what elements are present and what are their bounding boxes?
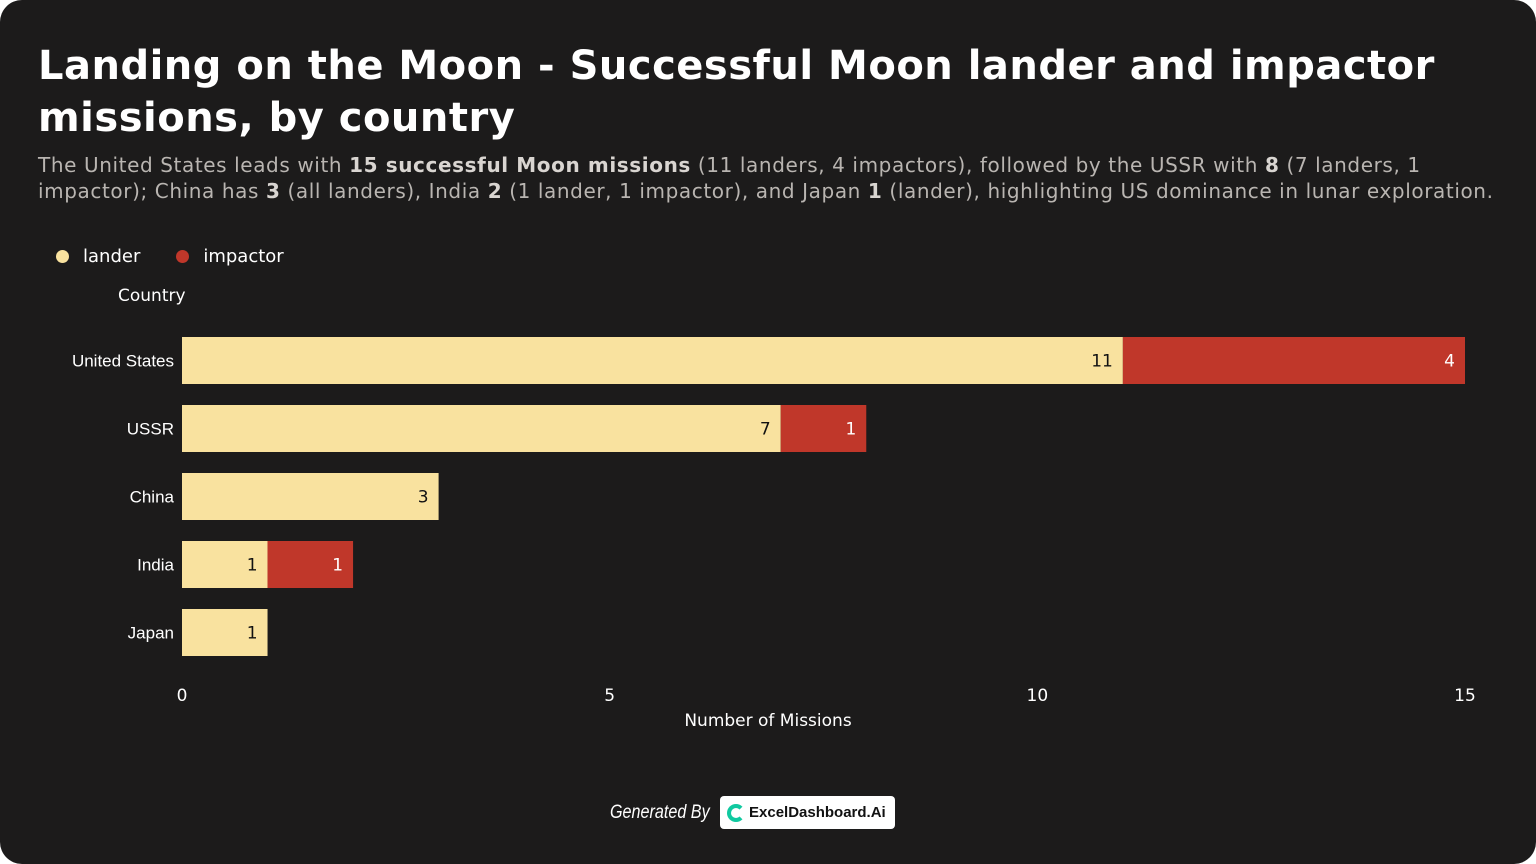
y-axis-title: Country: [118, 286, 186, 306]
chart-subtitle: The United States leads with 15 successf…: [38, 153, 1498, 204]
y-tick-label-ussr: USSR: [127, 420, 174, 439]
y-tick-label-united-states: United States: [72, 352, 174, 371]
data-label-japan-lander: 1: [247, 624, 258, 644]
x-tick-label-15: 15: [1454, 686, 1476, 706]
y-tick-label-china: China: [130, 488, 175, 507]
legend-item-impactor[interactable]: impactor: [176, 244, 284, 268]
brand-logo-icon: [727, 803, 745, 822]
bar-united-states-impactor: [1122, 337, 1465, 384]
subtitle-text-1: The United States leads with: [38, 153, 350, 177]
brand-name: ExcelDashboard.Ai: [749, 804, 886, 821]
subtitle-bold-5: 1: [867, 178, 883, 203]
data-label-united-states-impactor: 4: [1444, 352, 1455, 372]
brand-badge[interactable]: ExcelDashboard.Ai: [720, 796, 895, 829]
x-axis-title: Number of Missions: [684, 711, 852, 731]
legend-dot-impactor: [176, 249, 190, 263]
subtitle-text-5: (1 lander, 1 impactor), and Japan: [502, 178, 868, 203]
footer: Generated By ExcelDashboard.Ai: [610, 796, 895, 829]
data-label-ussr-impactor: 1: [845, 420, 856, 440]
legend-item-lander[interactable]: lander: [56, 244, 140, 268]
bar-united-states-lander: [182, 337, 1123, 384]
bar-india-lander: [182, 541, 268, 588]
subtitle-text-3: (7 landers, 1 impactor); China has: [38, 153, 1421, 203]
bar-ussr-lander: [182, 405, 781, 452]
subtitle-text-6: (lander), highlighting US dominance in l…: [882, 178, 1494, 203]
y-tick-label-japan: Japan: [128, 624, 174, 643]
bar-india-impactor: [267, 541, 354, 588]
x-tick-label-5: 5: [604, 686, 615, 706]
bar-japan-lander: [182, 609, 268, 656]
legend-label-lander: lander: [83, 245, 141, 267]
y-tick-label-india: India: [137, 556, 174, 575]
chart-legend: lander impactor: [56, 244, 320, 268]
subtitle-bold-1: 15 successful Moon missions: [349, 153, 691, 177]
subtitle-bold-2: 8: [1264, 153, 1280, 177]
legend-dot-lander: [56, 249, 69, 263]
x-tick-label-10: 10: [1027, 686, 1049, 706]
subtitle-text-2: (11 landers, 4 impactors), followed by t…: [690, 153, 1265, 177]
subtitle-bold-3: 3: [265, 178, 281, 203]
data-label-india-lander: 1: [247, 556, 258, 576]
data-label-china-lander: 3: [418, 488, 429, 508]
subtitle-bold-4: 2: [487, 178, 503, 203]
data-label-ussr-lander: 7: [760, 420, 771, 440]
data-label-united-states-lander: 11: [1091, 352, 1113, 372]
generated-by-text: Generated By: [610, 801, 710, 823]
legend-label-impactor: impactor: [203, 245, 284, 267]
x-tick-label-0: 0: [177, 686, 188, 706]
data-label-india-impactor: 1: [332, 556, 343, 576]
chart-title: Landing on the Moon - Successful Moon la…: [38, 43, 1435, 141]
bar-ussr-impactor: [780, 405, 867, 452]
bar-china-lander: [182, 473, 439, 520]
subtitle-text-4: (all landers), India: [280, 178, 488, 203]
